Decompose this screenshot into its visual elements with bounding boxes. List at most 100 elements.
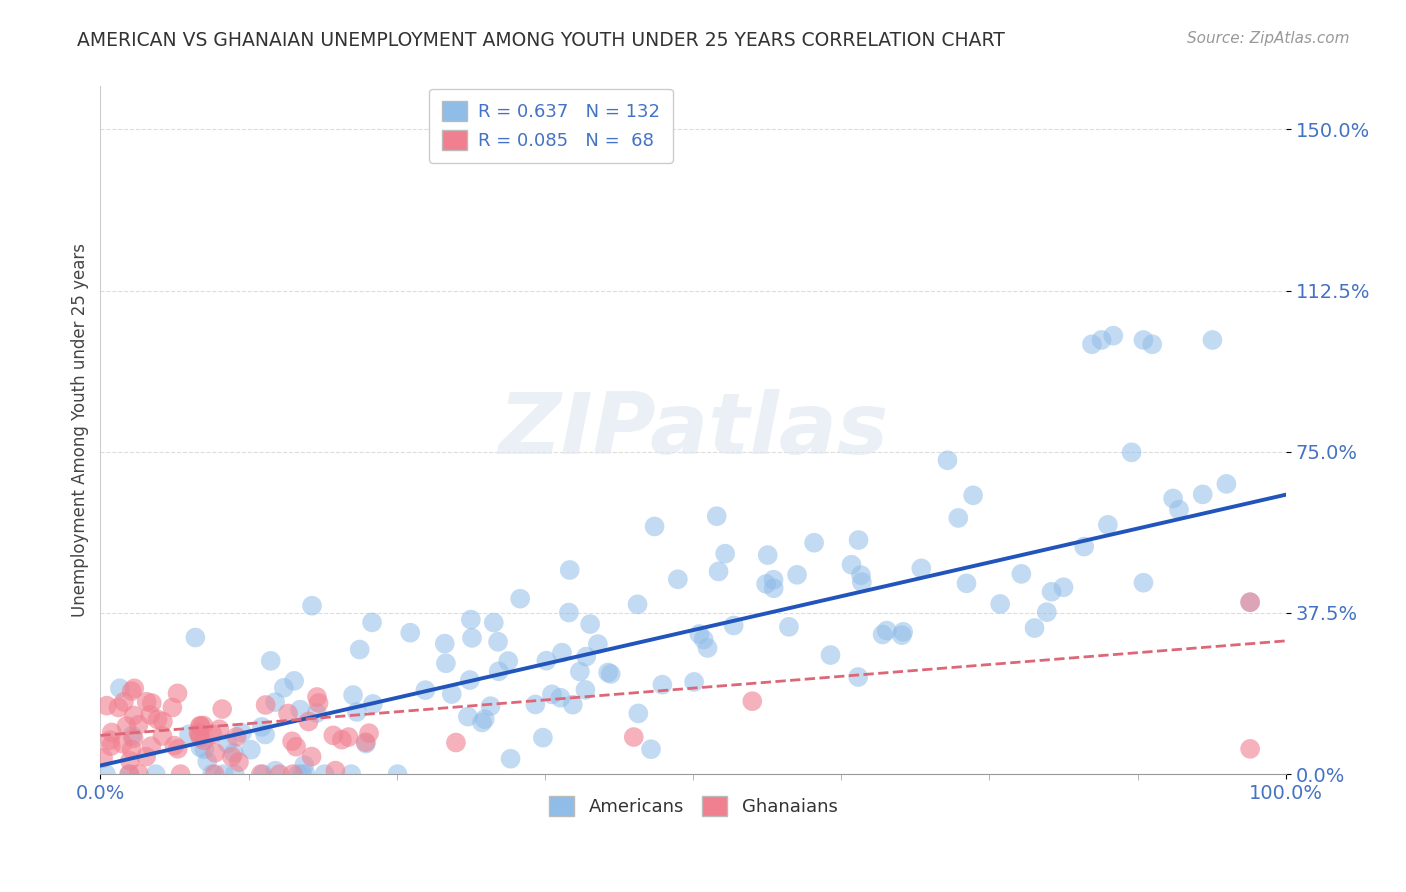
Point — [124, 681, 146, 696]
Point — [301, 599, 323, 613]
Point — [1040, 584, 1063, 599]
Point — [250, 767, 273, 781]
Point — [440, 687, 463, 701]
Point — [193, 733, 215, 747]
Point — [1239, 595, 1261, 609]
Point — [250, 720, 273, 734]
Point — [260, 654, 283, 668]
Point — [217, 736, 239, 750]
Point — [714, 547, 737, 561]
Point — [1090, 333, 1112, 347]
Point — [118, 754, 141, 768]
Point — [706, 509, 728, 524]
Point — [962, 488, 984, 502]
Point — [399, 625, 422, 640]
Point — [188, 730, 211, 744]
Point — [1239, 595, 1261, 609]
Point — [96, 698, 118, 713]
Point — [94, 767, 117, 781]
Point — [910, 561, 932, 575]
Point — [1215, 476, 1237, 491]
Point — [988, 597, 1011, 611]
Point — [225, 730, 247, 744]
Point — [162, 700, 184, 714]
Point — [415, 683, 437, 698]
Point — [1201, 333, 1223, 347]
Point — [460, 613, 482, 627]
Point — [193, 718, 215, 732]
Point — [252, 767, 274, 781]
Point — [273, 681, 295, 695]
Point — [190, 740, 212, 755]
Point — [118, 767, 141, 781]
Point — [471, 715, 494, 730]
Point — [193, 742, 215, 756]
Point — [188, 727, 211, 741]
Point — [337, 730, 360, 744]
Point — [666, 572, 689, 586]
Point — [107, 700, 129, 714]
Point — [1132, 333, 1154, 347]
Point — [135, 749, 157, 764]
Point — [509, 591, 531, 606]
Point — [177, 727, 200, 741]
Point — [755, 577, 778, 591]
Point — [1161, 491, 1184, 506]
Point — [820, 648, 842, 662]
Point — [163, 739, 186, 753]
Point — [849, 568, 872, 582]
Point — [1081, 337, 1104, 351]
Point — [201, 767, 224, 781]
Point — [141, 696, 163, 710]
Point — [239, 742, 262, 756]
Point — [891, 624, 914, 639]
Point — [357, 726, 380, 740]
Point — [786, 567, 808, 582]
Point — [121, 684, 143, 698]
Point — [152, 729, 174, 743]
Point — [474, 712, 496, 726]
Point — [890, 628, 912, 642]
Point — [204, 746, 226, 760]
Point — [524, 698, 547, 712]
Point — [461, 631, 484, 645]
Point — [146, 713, 169, 727]
Point — [111, 737, 134, 751]
Point — [596, 665, 619, 680]
Point — [457, 709, 479, 723]
Point — [330, 732, 353, 747]
Point — [599, 667, 621, 681]
Point — [108, 681, 131, 696]
Point — [269, 767, 291, 781]
Point — [231, 725, 253, 739]
Point — [575, 649, 598, 664]
Point — [479, 699, 502, 714]
Point — [1132, 575, 1154, 590]
Point — [224, 767, 246, 781]
Point — [228, 755, 250, 769]
Point — [221, 749, 243, 764]
Point — [1052, 580, 1074, 594]
Point — [281, 767, 304, 781]
Point — [121, 729, 143, 743]
Point — [1010, 566, 1032, 581]
Point — [723, 618, 745, 632]
Point — [122, 708, 145, 723]
Point — [434, 657, 457, 671]
Point — [342, 688, 364, 702]
Point — [531, 731, 554, 745]
Point — [322, 728, 344, 742]
Point — [204, 767, 226, 781]
Point — [188, 719, 211, 733]
Point — [166, 686, 188, 700]
Point — [254, 698, 277, 712]
Point — [122, 731, 145, 746]
Point — [558, 563, 581, 577]
Point — [277, 706, 299, 721]
Point — [574, 682, 596, 697]
Point — [254, 727, 277, 741]
Point — [187, 726, 209, 740]
Point — [1239, 742, 1261, 756]
Point — [325, 764, 347, 778]
Point — [314, 767, 336, 781]
